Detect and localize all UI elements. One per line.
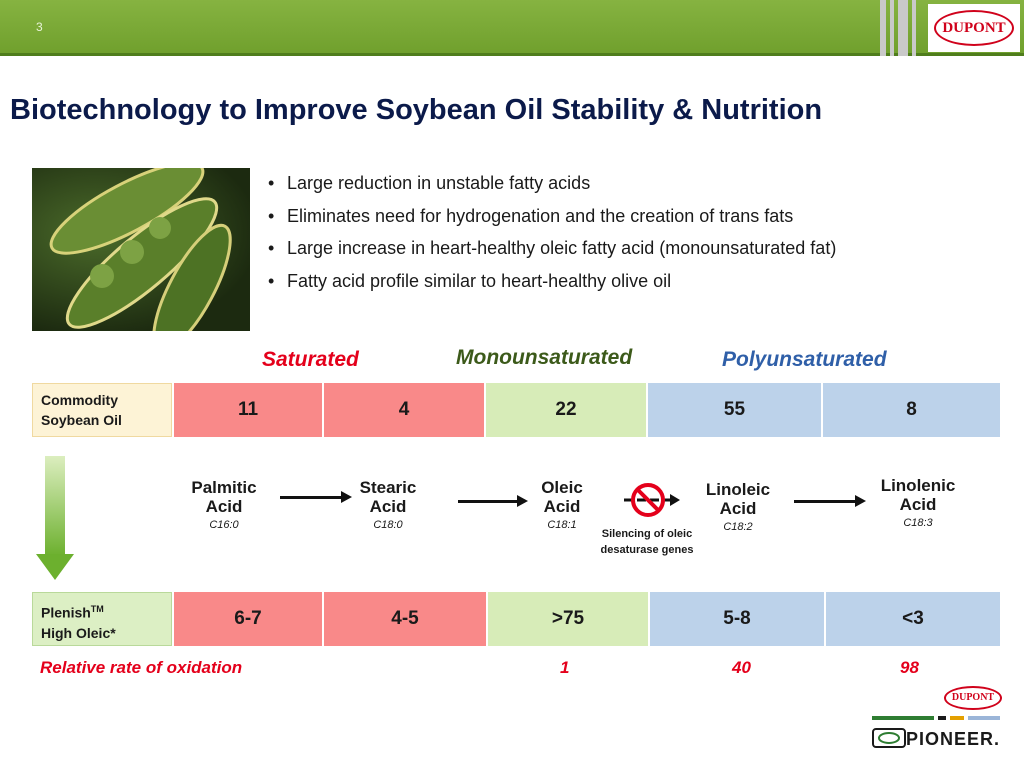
category-saturated: Saturated bbox=[262, 348, 359, 371]
category-polyunsaturated: Polyunsaturated bbox=[722, 348, 887, 371]
commodity-label: Commodity Soybean Oil bbox=[32, 383, 172, 437]
benefit-bullets: Large reduction in unstable fatty acids … bbox=[266, 172, 1006, 302]
pathway-arrow-icon bbox=[458, 495, 528, 507]
plenish-oleic-value: >75 bbox=[486, 592, 648, 646]
header-bar bbox=[0, 0, 1024, 56]
slide-number: 3 bbox=[36, 20, 43, 34]
oxidation-linolenic-value: 98 bbox=[900, 658, 919, 677]
plenish-row: PlenishTM High Oleic* 6-7 4-5 >75 5-8 <3 bbox=[32, 592, 1000, 646]
acid-oleic: Oleic Acid C18:1 bbox=[541, 478, 583, 531]
silencing-note: Silencing of oleic desaturase genes bbox=[600, 528, 694, 556]
pioneer-logo: PIONEER. bbox=[906, 729, 1001, 749]
commodity-row: Commodity Soybean Oil 11 4 22 55 8 bbox=[32, 383, 1000, 437]
footer-dupont-logo: DUPONT bbox=[944, 686, 1004, 712]
pathway-arrow-icon bbox=[280, 491, 352, 503]
commodity-oleic-value: 22 bbox=[484, 383, 646, 437]
pathway-arrow-icon bbox=[794, 495, 866, 507]
slide-title: Biotechnology to Improve Soybean Oil Sta… bbox=[10, 94, 823, 126]
bullet-item: Eliminates need for hydrogenation and th… bbox=[266, 205, 1006, 238]
blocked-arrow-icon bbox=[620, 482, 680, 518]
down-arrow-icon bbox=[36, 456, 74, 580]
acid-linoleic: Linoleic Acid C18:2 bbox=[705, 480, 771, 533]
plenish-stearic-value: 4-5 bbox=[322, 592, 486, 646]
bullet-item: Large increase in heart-healthy oleic fa… bbox=[266, 237, 1006, 270]
plenish-linolenic-value: <3 bbox=[824, 592, 1000, 646]
plenish-palmitic-value: 6-7 bbox=[172, 592, 322, 646]
oxidation-label: Relative rate of oxidation bbox=[40, 658, 243, 677]
commodity-linoleic-value: 55 bbox=[646, 383, 821, 437]
bullet-item: Fatty acid profile similar to heart-heal… bbox=[266, 270, 1006, 303]
plenish-label: PlenishTM High Oleic* bbox=[32, 592, 172, 646]
commodity-linolenic-value: 8 bbox=[821, 383, 1000, 437]
category-monounsaturated: Monounsaturated bbox=[456, 346, 633, 369]
acid-stearic: Stearic Acid C18:0 bbox=[359, 478, 417, 531]
plenish-linoleic-value: 5-8 bbox=[648, 592, 824, 646]
commodity-palmitic-value: 11 bbox=[172, 383, 322, 437]
acid-palmitic: Palmitic Acid C16:0 bbox=[191, 478, 257, 531]
acid-linolenic: Linolenic Acid C18:3 bbox=[880, 476, 956, 529]
header-stripes bbox=[880, 0, 922, 56]
soybean-pod-photo bbox=[32, 168, 250, 331]
oxidation-linoleic-value: 40 bbox=[732, 658, 751, 677]
commodity-stearic-value: 4 bbox=[322, 383, 484, 437]
soybean-pod-illustration bbox=[49, 168, 232, 331]
oxidation-oleic-value: 1 bbox=[560, 658, 570, 677]
pioneer-logo-icon bbox=[872, 728, 906, 748]
dupont-logo: DUPONT bbox=[928, 4, 1020, 52]
footer-stripe bbox=[872, 716, 1000, 720]
bullet-item: Large reduction in unstable fatty acids bbox=[266, 172, 1006, 205]
